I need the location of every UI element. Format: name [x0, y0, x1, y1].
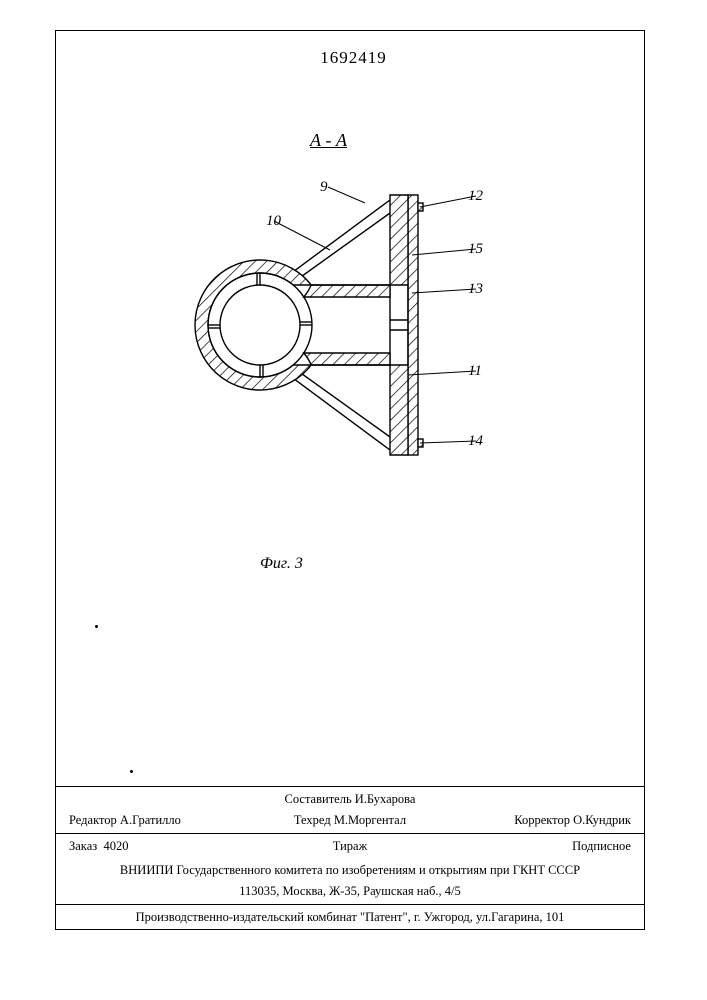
noise-dot	[130, 770, 133, 773]
techred-name: М.Моргентал	[334, 813, 406, 827]
footer: Составитель И.Бухарова Редактор А.Гратил…	[55, 786, 645, 930]
svg-text:15: 15	[468, 241, 484, 257]
publisher-line: Производственно-издательский комбинат "П…	[55, 905, 645, 930]
figure: 9 10 12 15 13 11 14	[160, 175, 520, 525]
org-line-2: 113035, Москва, Ж-35, Раушская наб., 4/5	[55, 883, 645, 904]
svg-text:14: 14	[468, 433, 484, 449]
diagram-svg: 9 10 12 15 13 11 14	[160, 175, 520, 525]
print-run-label: Тираж	[256, 838, 443, 855]
svg-text:12: 12	[468, 188, 484, 204]
svg-text:9: 9	[320, 179, 328, 195]
svg-text:10: 10	[266, 213, 282, 229]
corrector-name: О.Кундрик	[573, 813, 631, 827]
editor-label: Редактор	[69, 813, 117, 827]
org-line-1: ВНИИПИ Государственного комитета по изоб…	[55, 858, 645, 883]
editor-name: А.Гратилло	[120, 813, 181, 827]
corrector-label: Корректор	[514, 813, 570, 827]
order-number: 4020	[103, 839, 128, 853]
svg-text:11: 11	[468, 363, 482, 379]
compiler-label: Составитель	[285, 792, 352, 806]
compiler-name: И.Бухарова	[355, 792, 416, 806]
section-label: А - А	[310, 130, 347, 151]
noise-dot	[95, 625, 98, 628]
patent-number: 1692419	[0, 48, 707, 68]
svg-text:13: 13	[468, 281, 483, 297]
figure-caption: Фиг. 3	[260, 555, 303, 573]
order-label: Заказ	[69, 839, 97, 853]
techred-label: Техред	[294, 813, 331, 827]
subscribe-label: Подписное	[444, 838, 631, 855]
